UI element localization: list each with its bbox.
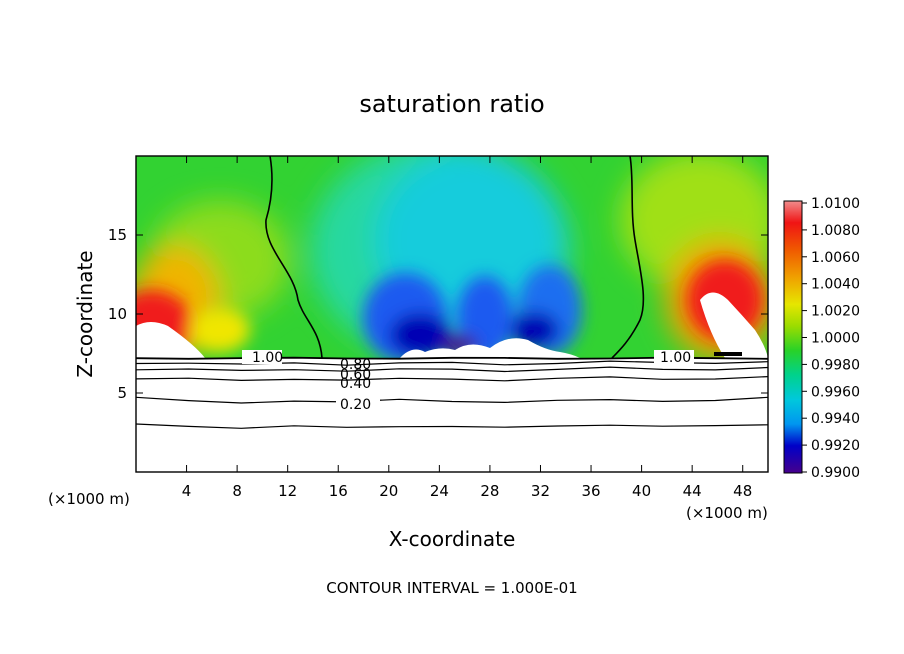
x-tick-label: 28 [480,482,499,500]
colorbar-tick-label: 0.9940 [811,411,860,427]
x-tick-label: 32 [531,482,550,500]
contour-label-bg [654,350,694,364]
colorbar-ticks: 1.0100 1.0080 1.0060 1.0040 1.0020 1.0000 0.99… [802,196,860,481]
y-tick-label: 15 [108,226,127,244]
contour-interval: CONTOUR INTERVAL = 1.000E-01 [326,579,577,597]
colorbar-tick-label: 1.0000 [811,331,860,347]
contour-line-0.60 [135,366,769,373]
y-axis-ticks: 5 10 15 [108,226,768,402]
x-tick-label: 44 [683,482,702,500]
colorbar-tick-label: 0.9960 [811,384,860,400]
colorbar: 1.0100 1.0080 1.0060 1.0040 1.0020 1.0000 0.99… [783,196,860,481]
contour-label-0.60: 0.60 [340,367,371,383]
colorbar-tick-label: 1.0100 [811,196,860,212]
saturation-field [136,156,768,358]
x-axis-ticks: 4 8 12 16 20 24 28 32 36 40 44 48 [182,156,752,500]
field-core [190,308,250,352]
x-tick-label: 24 [430,482,449,500]
contour-label-0.40: 0.40 [340,376,371,392]
x-tick-label: 4 [182,482,192,500]
contour-1.00-left [265,156,323,358]
colorbar-tick-label: 0.9900 [811,465,860,481]
colorbar-tick-label: 1.0040 [811,277,860,293]
chart-title: saturation ratio [359,90,544,118]
x-tick-label: 20 [379,482,398,500]
y-axis-label: Z-coordinate [73,250,97,377]
colorbar-scale [783,200,803,474]
contour-label-0.80: 0.80 [340,357,371,373]
colorbar-tick-label: 0.9920 [811,438,860,454]
undefined-region [700,292,768,358]
contour-label-1.00-right: 1.00 [660,350,691,366]
colorbar-tick-label: 1.0080 [811,223,860,239]
x-tick-label: 48 [733,482,752,500]
undefined-region [136,322,205,358]
contour-1.00-right [611,156,645,358]
colorbar-tick-label: 0.9980 [811,357,860,373]
y-tick-label: 10 [108,305,127,323]
contour-line-unlabeled [135,423,769,429]
x-tick-label: 16 [329,482,348,500]
undefined-region [400,338,580,358]
contour-labels: 1.00 0.80 0.60 0.40 0.20 1.00 [242,350,742,413]
contour-label-bg [242,350,282,364]
contour-line-0.20 [135,396,769,404]
x-tick-label: 8 [232,482,242,500]
x-axis-unit: (×1000 m) [686,504,768,522]
y-axis-unit: (×1000 m) [48,490,130,508]
contour-label-bg [336,395,380,409]
contour-label-1.00-left: 1.00 [252,350,283,366]
contour-label-0.20: 0.20 [340,397,371,413]
x-tick-label: 36 [581,482,600,500]
colorbar-tick-label: 1.0020 [811,304,860,320]
contour-line-0.40 [135,376,769,382]
x-axis-label: X-coordinate [389,527,516,551]
field-core [390,313,450,357]
y-tick-label: 5 [117,384,127,402]
x-tick-label: 12 [278,482,297,500]
colorbar-tick-label: 1.0060 [811,250,860,266]
contour-lines [135,356,769,429]
x-tick-label: 40 [632,482,651,500]
